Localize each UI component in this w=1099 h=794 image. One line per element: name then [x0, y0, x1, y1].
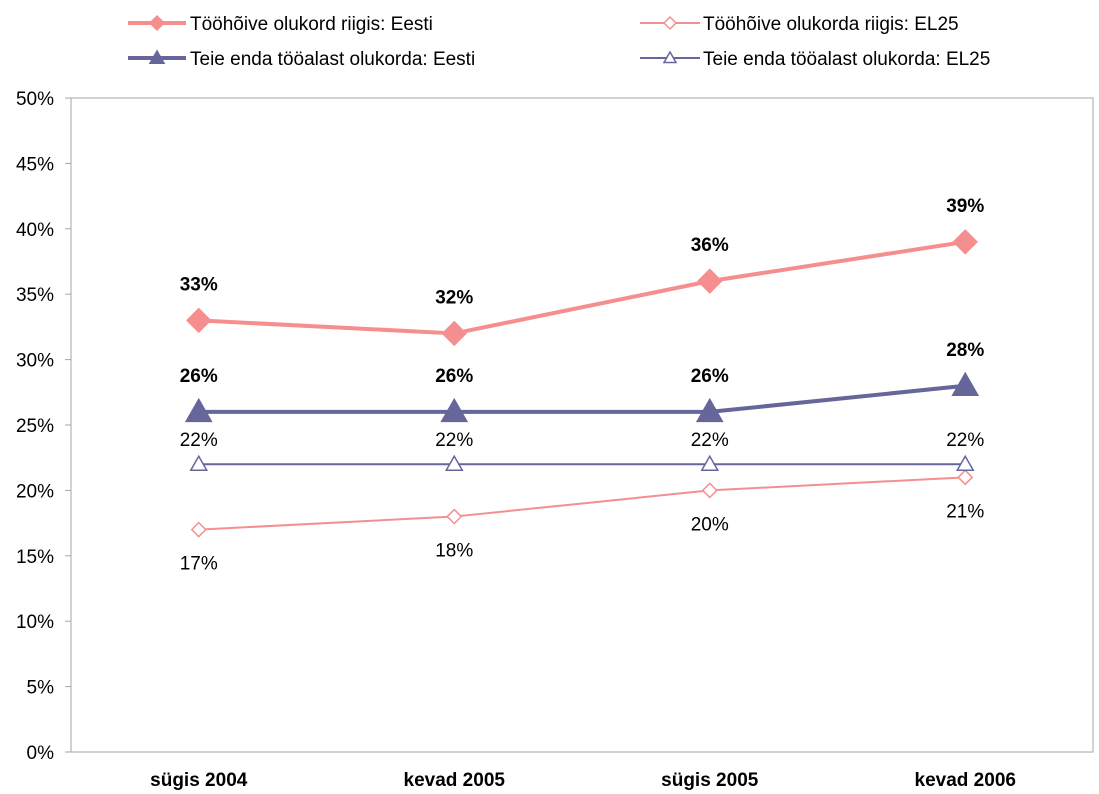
data-point [697, 268, 723, 294]
series-line [198, 476, 966, 531]
legend-entry-3: Teie enda tööalast olukorda: Eesti [128, 49, 475, 70]
data-point [440, 397, 469, 423]
plot-area [70, 97, 1094, 753]
legend-entry-1: Tööhõive olukord riigis: Eesti [128, 14, 433, 35]
data-point [186, 307, 212, 334]
y-tick-label: 20% [16, 481, 54, 502]
data-point [695, 397, 724, 423]
data-point [189, 454, 209, 471]
legend-marker-shape [148, 49, 166, 64]
y-tick-label: 40% [16, 220, 54, 241]
legend-marker [148, 49, 166, 64]
x-tick-label: sügis 2005 [661, 770, 759, 791]
data-label: 17% [180, 554, 218, 575]
legend-marker-shape [662, 50, 678, 64]
y-tick-label: 15% [16, 547, 54, 568]
series-4 [189, 454, 975, 471]
y-tick-label: 45% [16, 154, 54, 175]
series-3 [184, 371, 980, 423]
data-point [441, 320, 467, 347]
data-label: 33% [180, 274, 218, 295]
data-label: 20% [691, 514, 729, 535]
legend-entry-2: Tööhõive olukorda riigis: EL25 [640, 14, 959, 35]
data-label: 22% [691, 430, 729, 451]
data-point [951, 371, 980, 397]
data-label: 26% [435, 366, 473, 387]
data-label: 36% [691, 235, 729, 256]
data-point [952, 229, 978, 255]
data-label: 28% [946, 340, 984, 361]
data-point [700, 454, 720, 471]
series-1 [186, 229, 978, 347]
data-point [955, 454, 975, 471]
data-point [444, 454, 464, 471]
legend-label-2: Tööhõive olukorda riigis: EL25 [703, 14, 959, 35]
data-label: 26% [180, 366, 218, 387]
legend-marker-shape [662, 15, 678, 31]
data-label: 22% [180, 430, 218, 451]
y-tick-label: 35% [16, 285, 54, 306]
legend-label-3: Teie enda tööalast olukorda: Eesti [190, 49, 475, 70]
y-axis: 0% 5% 10% 15% 20% 25% 30% 35% 40% 45% 50% [16, 89, 71, 764]
data-label: 26% [691, 366, 729, 387]
x-tick-label: kevad 2005 [404, 770, 506, 791]
legend-label-4: Teie enda tööalast olukorda: EL25 [703, 49, 990, 70]
data-label: 39% [946, 196, 984, 217]
legend-entry-4: Teie enda tööalast olukorda: EL25 [640, 49, 990, 70]
legend-marker [148, 14, 166, 32]
y-tick-label: 50% [16, 89, 54, 110]
data-label: 21% [946, 501, 984, 522]
data-point [190, 521, 207, 538]
data-point [957, 469, 974, 486]
data-labels: 17% 18% 20% 21% 22% 22% 22% 22% 33% 32% 36% 39% 26% 2… [180, 196, 985, 575]
y-tick-label: 0% [27, 743, 55, 764]
series-line [198, 383, 966, 414]
series-layer [184, 229, 980, 538]
data-label: 22% [435, 430, 473, 451]
legend: Tööhõive olukord riigis: Eesti Tööhõive … [128, 14, 990, 70]
y-tick-label: 25% [16, 416, 54, 437]
x-tick-label: kevad 2006 [915, 770, 1016, 791]
series-line [198, 239, 966, 336]
series-2 [190, 469, 974, 538]
data-point [184, 397, 213, 423]
x-tick-label: sügis 2004 [150, 770, 248, 791]
x-axis: sügis 2004 kevad 2005 sügis 2005 kevad 2006 [150, 770, 1016, 791]
legend-label-1: Tööhõive olukord riigis: Eesti [190, 14, 433, 35]
y-tick-label: 5% [27, 678, 55, 699]
y-tick-label: 10% [16, 612, 54, 633]
data-label: 22% [946, 430, 984, 451]
data-label: 18% [435, 541, 473, 562]
legend-marker [662, 50, 678, 64]
legend-marker-shape [148, 14, 166, 32]
data-point [446, 508, 463, 525]
legend-marker [662, 15, 678, 31]
y-tick-label: 30% [16, 351, 54, 372]
data-point [701, 482, 718, 499]
data-label: 32% [435, 287, 473, 308]
